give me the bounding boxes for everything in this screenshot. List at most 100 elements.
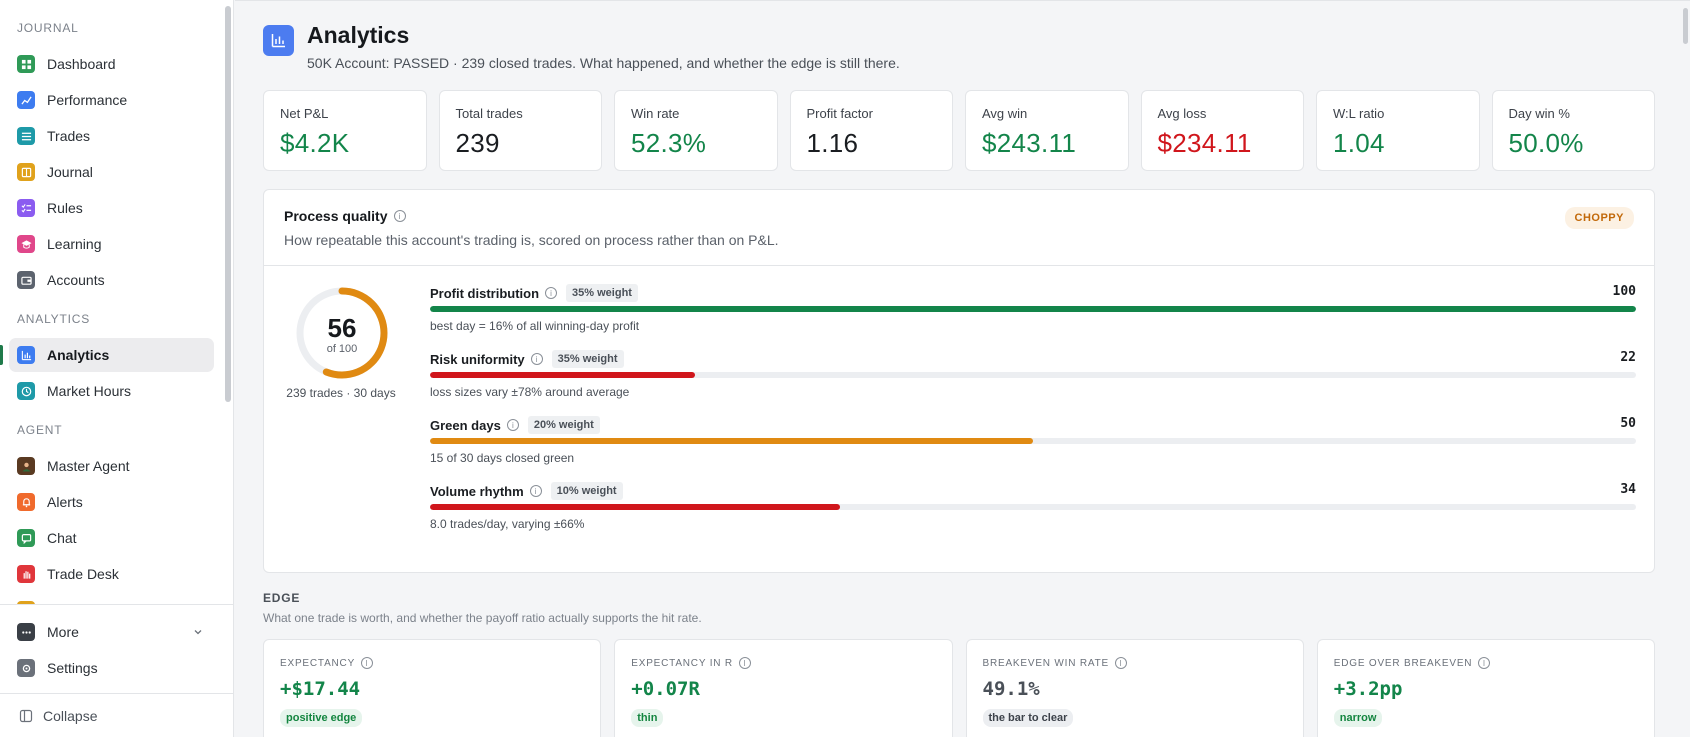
metric-title: Risk uniformity i 35% weight bbox=[430, 350, 624, 368]
kpi-card-win-rate: Win rate 52.3% bbox=[614, 90, 778, 171]
hand-icon bbox=[17, 565, 35, 583]
process-quality-description: How repeatable this account's trading is… bbox=[284, 232, 779, 248]
info-icon[interactable]: i bbox=[1114, 657, 1127, 669]
metric-bar-fill bbox=[430, 438, 1033, 444]
analytics-bar-chart-icon bbox=[263, 25, 294, 56]
active-indicator bbox=[0, 345, 3, 365]
metric-profit-distribution: Profit distribution i 35% weight 100 bes… bbox=[430, 284, 1636, 348]
book-icon bbox=[17, 163, 35, 181]
sidebar-item-journal[interactable]: Journal bbox=[9, 155, 214, 189]
sidebar: JOURNAL Dashboard Performance Trades Journal… bbox=[0, 0, 234, 737]
edge-cards: EXPECTANCY i +$17.44 positive edge EXPEC… bbox=[263, 639, 1655, 737]
sidebar-section-label: ANALYTICS bbox=[17, 312, 90, 326]
score-max: of 100 bbox=[326, 343, 358, 355]
sidebar-item-performance[interactable]: Performance bbox=[9, 83, 214, 117]
info-icon[interactable]: i bbox=[545, 287, 558, 299]
sidebar-item-settings[interactable]: Settings bbox=[9, 651, 214, 685]
sidebar-item-label: More bbox=[47, 624, 79, 640]
sidebar-item-rules[interactable]: Rules bbox=[9, 191, 214, 225]
metric-volume-rhythm: Volume rhythm i 10% weight 34 8.0 trades… bbox=[430, 482, 1636, 546]
info-icon[interactable]: i bbox=[1478, 657, 1491, 669]
gear-icon bbox=[17, 659, 35, 677]
sidebar-collapse-icon bbox=[19, 709, 33, 722]
edge-card-edge-over-breakeven: EDGE OVER BREAKEVEN i +3.2pp narrow bbox=[1316, 639, 1655, 737]
sidebar-item-label: Journal bbox=[47, 164, 93, 180]
metric-bar-fill bbox=[430, 504, 841, 510]
metric-name: Profit distribution bbox=[430, 285, 540, 301]
kpi-card-avg-loss: Avg loss $234.11 bbox=[1140, 90, 1304, 171]
sidebar-item-label: Rules bbox=[47, 200, 83, 216]
sidebar-item-learning[interactable]: Learning bbox=[9, 227, 214, 261]
kpi-card-w-l-ratio: W:L ratio 1.04 bbox=[1316, 90, 1480, 171]
chart-line-icon bbox=[17, 91, 35, 109]
metric-bar-fill bbox=[430, 372, 696, 378]
info-icon[interactable]: i bbox=[361, 657, 374, 669]
score-ring-fill bbox=[296, 287, 388, 379]
info-icon[interactable]: i bbox=[738, 657, 751, 669]
metric-name: Volume rhythm bbox=[430, 483, 524, 499]
sidebar-item-chat[interactable]: Chat bbox=[9, 521, 214, 555]
sidebar-item-master-agent[interactable]: Master Agent bbox=[9, 449, 214, 483]
edge-card-label-text: BREAKEVEN WIN RATE bbox=[982, 657, 1109, 669]
metric-green-days: Green days i 20% weight 50 15 of 30 days… bbox=[430, 416, 1636, 480]
info-icon[interactable]: i bbox=[530, 353, 543, 365]
chevron-down-icon bbox=[192, 625, 204, 641]
bell-icon bbox=[17, 493, 35, 511]
edge-card-pill: thin bbox=[631, 709, 664, 727]
weight-badge: 20% weight bbox=[527, 416, 600, 434]
kpi-value: 239 bbox=[455, 128, 500, 158]
weight-badge: 10% weight bbox=[550, 482, 623, 500]
clock-icon bbox=[17, 382, 35, 400]
edge-card-breakeven-win-rate: BREAKEVEN WIN RATE i 49.1% the bar to cl… bbox=[965, 639, 1304, 737]
sidebar-item-market-hours[interactable]: Market Hours bbox=[9, 374, 214, 408]
sidebar-item-daily-plan[interactable]: Daily Plan bbox=[9, 593, 214, 605]
sidebar-item-more[interactable]: More bbox=[9, 615, 214, 649]
kpi-label: Day win % bbox=[1508, 106, 1570, 121]
info-icon[interactable]: i bbox=[529, 485, 542, 497]
kpi-card-avg-win: Avg win $243.11 bbox=[965, 90, 1129, 171]
sidebar-item-label: Analytics bbox=[47, 347, 110, 363]
edge-card-value: +0.07R bbox=[631, 678, 700, 700]
collapse-label: Collapse bbox=[43, 707, 98, 724]
sidebar-item-label: Chat bbox=[47, 530, 77, 546]
graduation-cap-icon bbox=[17, 235, 35, 253]
main-content: Analytics 50K Account: PASSED · 239 clos… bbox=[235, 0, 1690, 737]
process-quality-title-text: Process quality bbox=[284, 208, 388, 224]
sidebar-section-label: AGENT bbox=[17, 423, 63, 437]
page-scrollbar[interactable] bbox=[1683, 8, 1688, 44]
edge-card-label-text: EXPECTANCY IN R bbox=[631, 657, 733, 669]
sidebar-item-label: Trade Desk bbox=[47, 566, 119, 582]
score-gauge: 56 of 100 bbox=[294, 285, 390, 381]
collapse-button[interactable]: Collapse bbox=[0, 693, 234, 737]
agent-avatar-icon bbox=[17, 457, 35, 475]
info-icon[interactable]: i bbox=[506, 419, 519, 431]
kpi-row: Net P&L $4.2K Total trades 239 Win rate … bbox=[263, 90, 1655, 171]
page-title: Analytics bbox=[307, 22, 410, 48]
process-quality-header: Process quality i How repeatable this ac… bbox=[264, 190, 1654, 266]
dashboard-icon bbox=[17, 55, 35, 73]
metric-bar-fill bbox=[430, 306, 1636, 312]
sidebar-item-alerts[interactable]: Alerts bbox=[9, 485, 214, 519]
info-icon[interactable]: i bbox=[393, 210, 406, 222]
sidebar-item-accounts[interactable]: Accounts bbox=[9, 263, 214, 297]
kpi-label: Win rate bbox=[631, 106, 680, 121]
weight-badge: 35% weight bbox=[551, 350, 624, 368]
sidebar-item-trades[interactable]: Trades bbox=[9, 119, 214, 153]
sidebar-item-label: Market Hours bbox=[47, 383, 132, 399]
kpi-label: Avg win bbox=[982, 106, 1028, 121]
edge-card-label: BREAKEVEN WIN RATE i bbox=[983, 657, 1287, 669]
kpi-value: 1.16 bbox=[806, 128, 859, 158]
metric-score: 100 bbox=[1612, 284, 1636, 299]
checklist-icon bbox=[17, 199, 35, 217]
sidebar-item-label: Alerts bbox=[47, 494, 83, 510]
more-dots-icon bbox=[17, 623, 35, 641]
sidebar-scrollbar[interactable] bbox=[225, 6, 231, 402]
sidebar-item-analytics[interactable]: Analytics bbox=[0, 338, 214, 372]
edge-section-title: EDGE bbox=[263, 591, 301, 605]
kpi-card-net-p-l: Net P&L $4.2K bbox=[263, 90, 427, 171]
score-ring bbox=[296, 287, 388, 379]
status-badge: CHOPPY bbox=[1564, 207, 1634, 229]
sidebar-item-dashboard[interactable]: Dashboard bbox=[9, 47, 214, 81]
sidebar-item-trade-desk[interactable]: Trade Desk bbox=[9, 557, 214, 591]
metric-score: 22 bbox=[1620, 350, 1636, 365]
